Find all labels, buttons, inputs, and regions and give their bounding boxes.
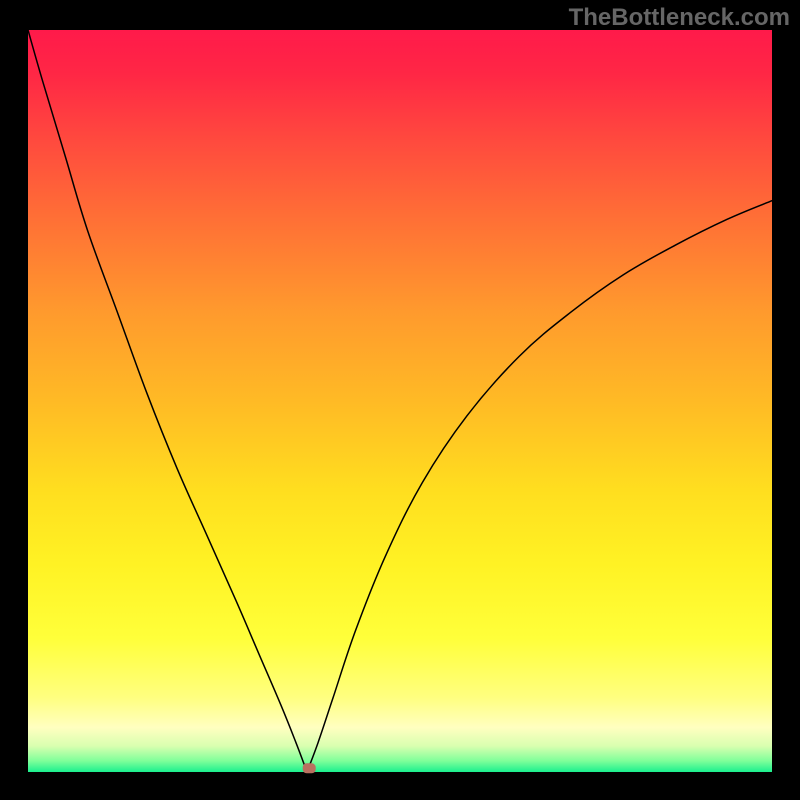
watermark-text: TheBottleneck.com: [569, 4, 790, 32]
plot-background: [28, 30, 772, 772]
chart-container: TheBottleneck.com: [0, 0, 800, 800]
optimal-point-marker: [303, 763, 316, 773]
bottleneck-chart: [0, 0, 800, 800]
